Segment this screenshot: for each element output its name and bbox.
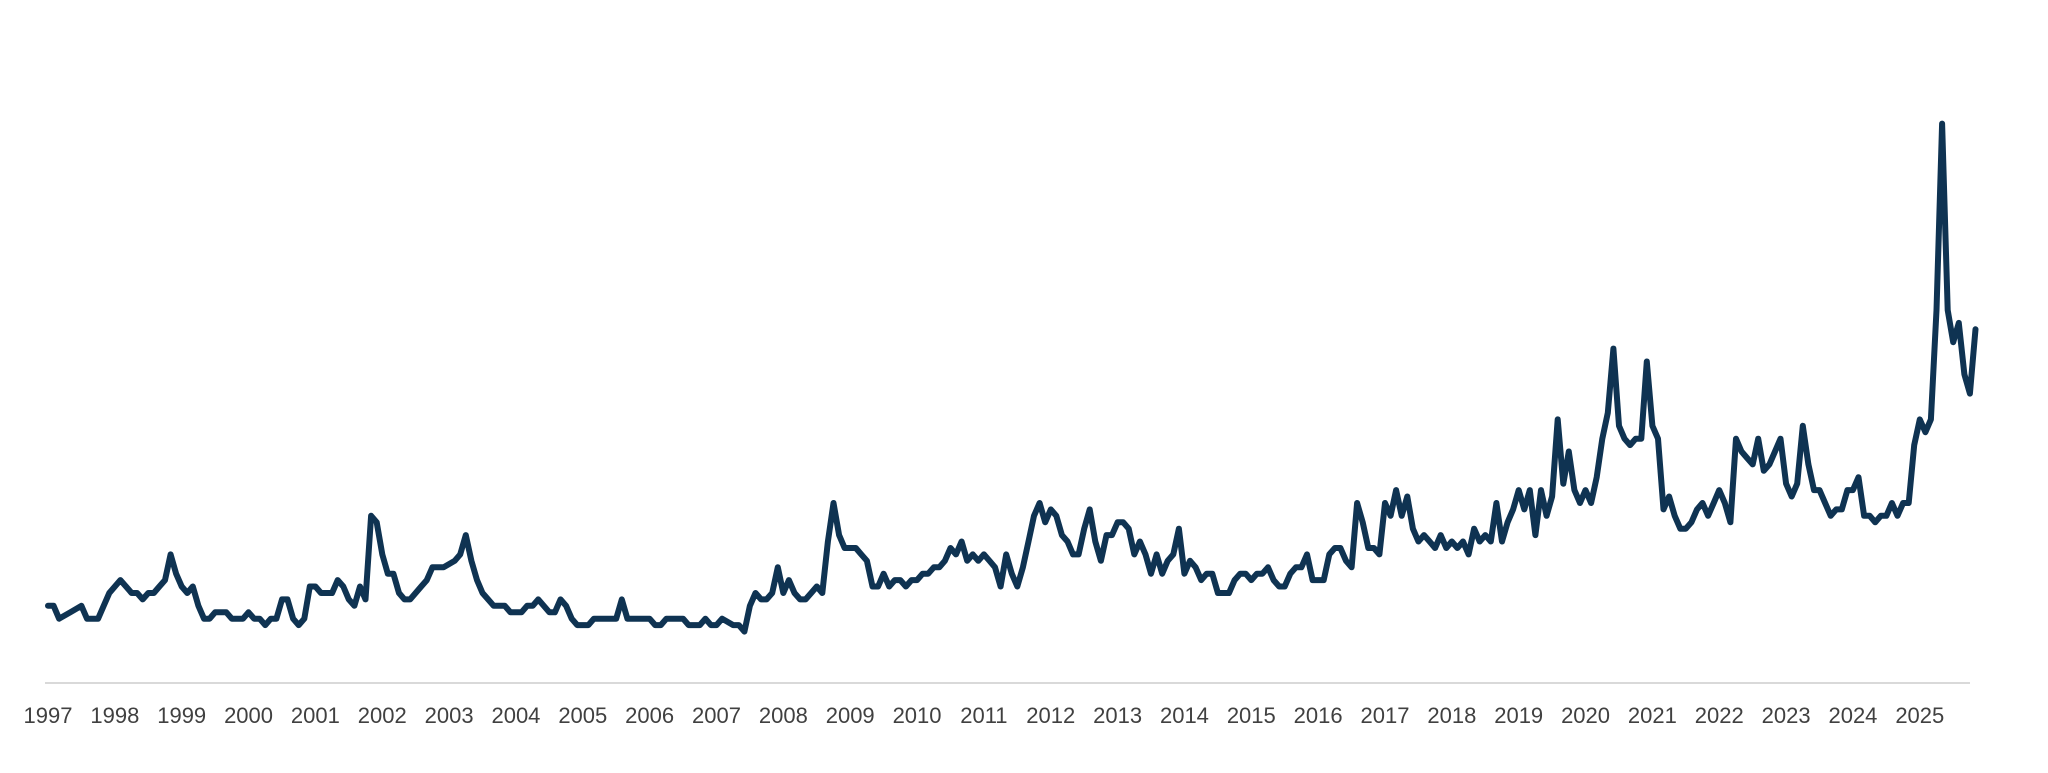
x-tick-label-2021: 2021 [1628, 703, 1677, 728]
x-tick-label-1997: 1997 [24, 703, 73, 728]
x-tick-label-2007: 2007 [692, 703, 741, 728]
x-tick-label-2015: 2015 [1227, 703, 1276, 728]
x-tick-label-2025: 2025 [1895, 703, 1944, 728]
x-tick-label-2002: 2002 [358, 703, 407, 728]
x-tick-label-2008: 2008 [759, 703, 808, 728]
x-tick-label-1998: 1998 [90, 703, 139, 728]
x-tick-label-2001: 2001 [291, 703, 340, 728]
x-tick-label-2023: 2023 [1762, 703, 1811, 728]
x-tick-label-2019: 2019 [1494, 703, 1543, 728]
x-tick-label-2009: 2009 [826, 703, 875, 728]
x-tick-label-2011: 2011 [960, 703, 1007, 728]
x-tick-label-2006: 2006 [625, 703, 674, 728]
x-tick-label-2024: 2024 [1828, 703, 1877, 728]
x-tick-label-2014: 2014 [1160, 703, 1209, 728]
x-tick-label-2004: 2004 [491, 703, 540, 728]
x-tick-label-2016: 2016 [1294, 703, 1343, 728]
x-tick-label-2010: 2010 [893, 703, 942, 728]
x-tick-label-2005: 2005 [558, 703, 607, 728]
series-line [45, 120, 1979, 635]
x-tick-label-2000: 2000 [224, 703, 273, 728]
x-axis-ticks: 1997 1998 1999 2000 2001 2002 2003 2004 2005 2006… [24, 703, 1945, 728]
x-tick-label-2003: 2003 [425, 703, 474, 728]
x-tick-label-2018: 2018 [1427, 703, 1476, 728]
x-tick-label-1999: 1999 [157, 703, 206, 728]
x-tick-label-2013: 2013 [1093, 703, 1142, 728]
x-tick-label-2012: 2012 [1026, 703, 1075, 728]
x-tick-label-2022: 2022 [1695, 703, 1744, 728]
x-tick-label-2017: 2017 [1361, 703, 1410, 728]
x-tick-label-2020: 2020 [1561, 703, 1610, 728]
